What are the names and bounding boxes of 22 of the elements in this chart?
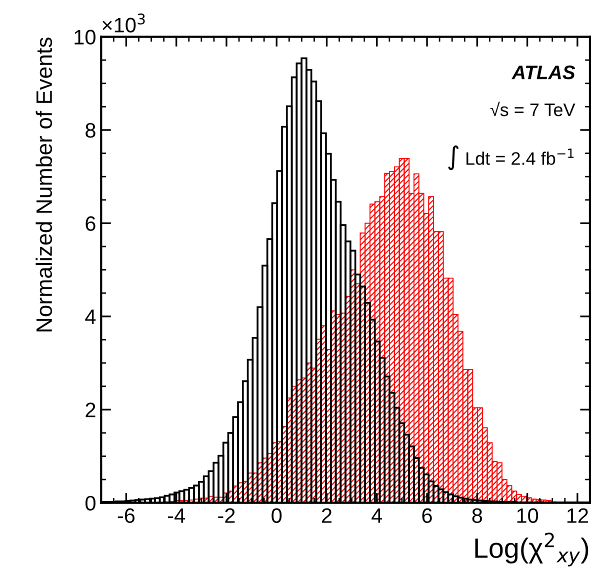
annotation: √s = 7 TeV	[490, 102, 576, 116]
y-tick-label: 6	[86, 216, 96, 231]
annotation: ATLAS	[512, 66, 576, 80]
y-tick-label: 4	[85, 310, 96, 324]
x-tick-label: -6	[118, 508, 135, 523]
x-tick-label: 8	[472, 508, 482, 523]
y-tick-label: 2	[86, 402, 96, 418]
x-tick-label: -2	[218, 508, 235, 523]
x-axis-title: Log(χ$^{2}$$_{xy}$)	[475, 532, 588, 566]
annotation: ∫ Ldt = 2.4 fb$^{−1}$	[448, 145, 574, 170]
y-tick-label: 10	[74, 30, 96, 45]
x-tick-label: 6	[422, 508, 432, 523]
x-tick-label: 12	[567, 508, 588, 523]
x-tick-label: 2	[322, 508, 332, 523]
text: ×10$^{3}$	[102, 14, 145, 33]
x-tick-label: 0	[272, 508, 282, 523]
x-tick-label: 4	[372, 508, 382, 523]
y-tick-label: 0	[86, 496, 96, 511]
y-tick-label: 8	[86, 123, 96, 138]
x-tick-label: 10	[517, 508, 538, 523]
x-tick-label: -4	[168, 508, 185, 523]
y-axis-title: Normalized Number of Events	[36, 38, 52, 332]
